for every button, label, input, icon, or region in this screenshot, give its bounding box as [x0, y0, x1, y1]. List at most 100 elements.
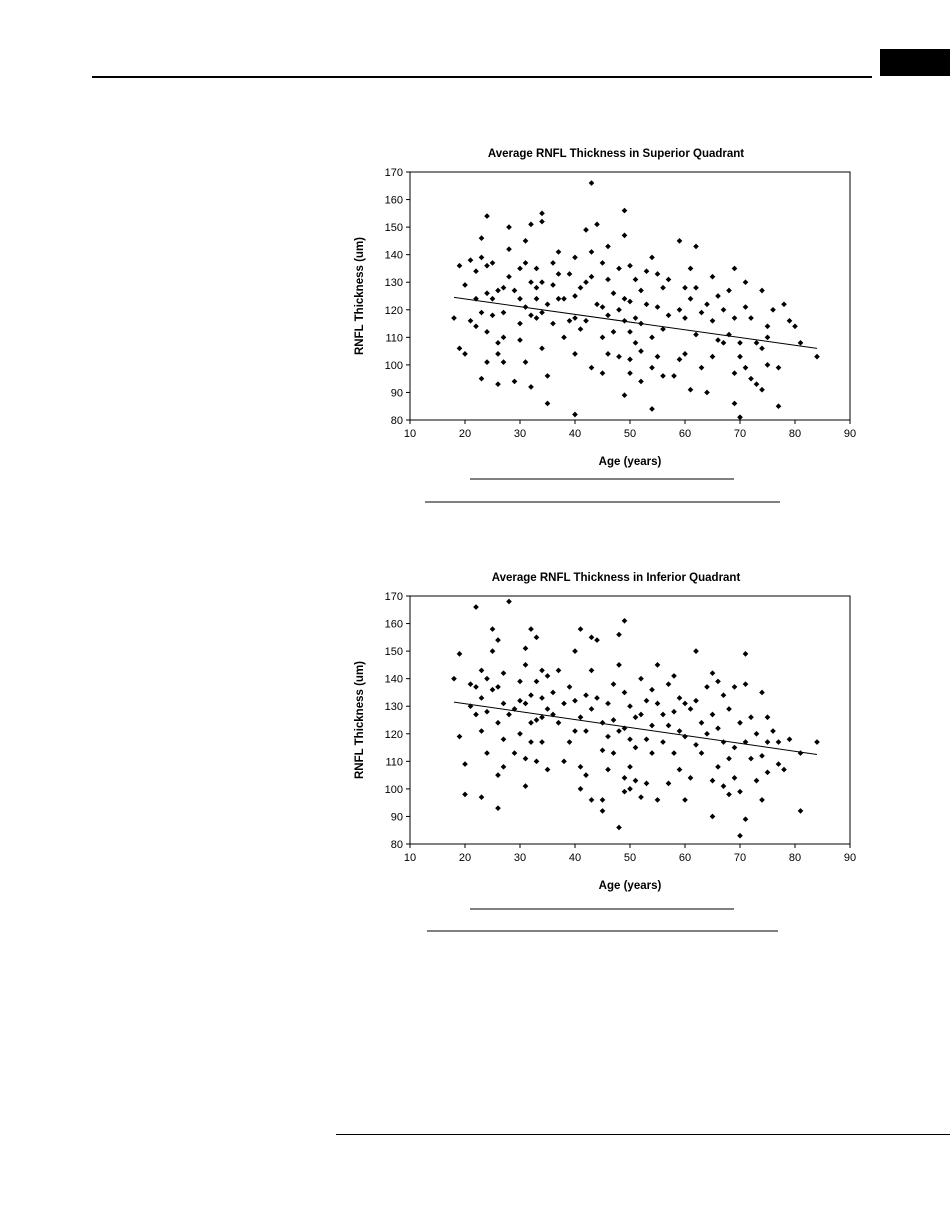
data-point	[528, 739, 534, 745]
data-point	[660, 711, 666, 718]
data-point	[731, 400, 738, 407]
data-point	[682, 284, 688, 291]
data-point	[649, 686, 655, 693]
x-tick-label: 20	[459, 428, 471, 440]
data-point	[500, 359, 507, 365]
x-tick-label: 50	[624, 852, 636, 864]
data-point	[456, 345, 463, 352]
data-point	[588, 273, 595, 280]
data-point	[660, 326, 666, 332]
data-point	[484, 328, 490, 335]
data-point	[588, 706, 595, 712]
data-point	[654, 304, 661, 310]
data-point	[742, 364, 749, 371]
data-point	[533, 315, 540, 321]
y-tick-label: 120	[385, 305, 403, 317]
data-point	[742, 304, 749, 310]
data-point	[616, 306, 622, 313]
trend-line	[453, 296, 818, 349]
data-point	[715, 337, 721, 343]
chart-title: Average RNFL Thickness in Inferior Quadr…	[492, 572, 741, 584]
data-point	[737, 832, 743, 839]
data-point	[594, 637, 600, 643]
data-point	[621, 788, 628, 795]
y-tick-label: 150	[385, 222, 403, 234]
data-point	[676, 306, 683, 313]
data-point	[627, 786, 633, 792]
data-point	[506, 246, 512, 252]
data-point	[588, 634, 595, 641]
y-tick-label: 80	[391, 839, 403, 851]
data-point	[676, 728, 683, 734]
data-point	[786, 317, 793, 324]
data-point	[583, 317, 589, 324]
data-point	[660, 373, 666, 379]
data-point	[599, 260, 606, 266]
data-point	[495, 287, 501, 294]
x-axis-label: Age (years)	[599, 456, 662, 468]
data-point	[621, 317, 628, 324]
data-point	[781, 301, 787, 308]
data-point	[687, 706, 694, 712]
data-point	[638, 794, 644, 800]
data-point	[715, 293, 721, 299]
y-tick-label: 100	[385, 360, 403, 372]
data-point	[599, 808, 606, 814]
y-axis-label: RNFL Thickness (um)	[354, 661, 366, 779]
data-point	[654, 700, 661, 707]
data-point	[473, 711, 479, 718]
data-point	[770, 728, 776, 734]
data-point	[599, 304, 606, 310]
data-point	[572, 351, 578, 357]
data-point	[643, 268, 650, 275]
data-point	[627, 298, 633, 305]
data-point	[676, 695, 683, 701]
x-tick-label: 80	[789, 428, 801, 440]
data-point	[484, 359, 490, 365]
data-point	[726, 755, 732, 762]
y-axis-label: RNFL Thickness (um)	[354, 237, 366, 355]
data-point	[682, 797, 688, 803]
data-point	[759, 287, 765, 294]
data-point	[583, 279, 589, 286]
data-point	[687, 775, 694, 781]
data-point	[517, 265, 523, 272]
data-point	[566, 739, 573, 745]
data-point	[572, 254, 578, 261]
data-point	[528, 719, 534, 726]
data-point	[522, 783, 529, 789]
data-point	[506, 224, 512, 230]
x-tick-label: 70	[734, 428, 746, 440]
data-point	[781, 766, 787, 773]
data-point	[528, 312, 534, 319]
data-point	[610, 290, 617, 297]
data-point	[484, 290, 490, 297]
data-point	[764, 362, 771, 368]
y-tick-label: 150	[385, 646, 403, 658]
data-point	[709, 813, 716, 820]
data-point	[665, 780, 672, 787]
data-point	[506, 711, 512, 718]
data-point	[456, 651, 463, 657]
data-point	[522, 755, 529, 762]
y-tick-label: 160	[385, 619, 403, 631]
data-point	[500, 334, 507, 341]
data-point	[693, 331, 699, 338]
data-point	[616, 824, 622, 831]
data-point	[786, 736, 793, 743]
data-point	[555, 719, 562, 726]
data-point	[522, 662, 529, 668]
data-point	[522, 359, 529, 365]
data-point	[533, 265, 540, 272]
y-tick-label: 130	[385, 701, 403, 713]
data-point	[753, 340, 760, 346]
data-point	[528, 384, 534, 390]
x-tick-label: 90	[844, 852, 856, 864]
data-point	[577, 764, 584, 770]
data-point	[517, 678, 523, 685]
data-point	[687, 295, 694, 302]
data-point	[533, 678, 540, 685]
data-point	[737, 340, 743, 346]
data-point	[693, 741, 699, 748]
x-tick-label: 70	[734, 852, 746, 864]
